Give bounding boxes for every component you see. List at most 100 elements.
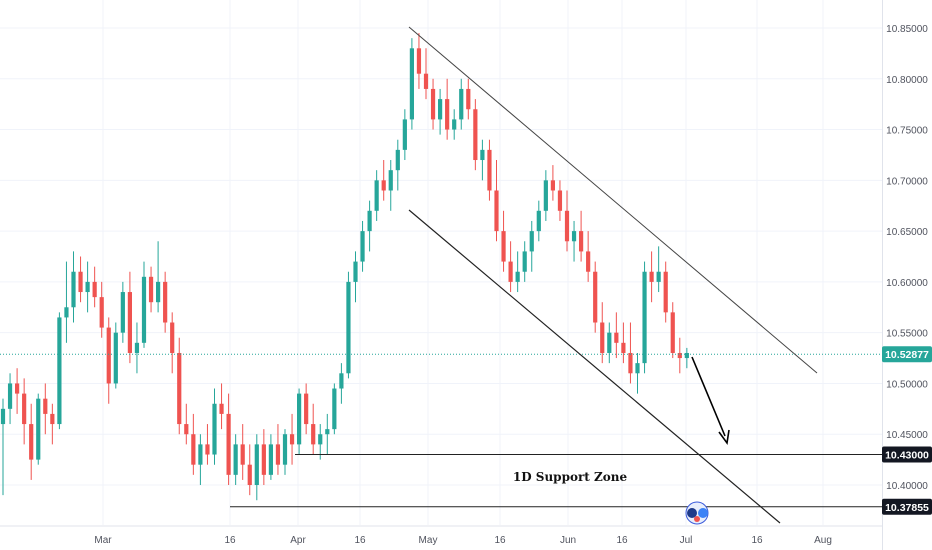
candle: [501, 210, 506, 272]
candle: [480, 139, 485, 181]
y-tick-label: 10.70000: [886, 176, 928, 187]
candle-body: [113, 332, 118, 384]
candle-body: [600, 322, 605, 353]
candle-body: [501, 231, 506, 262]
candle: [15, 368, 20, 414]
candle-body: [564, 210, 570, 242]
time-axis[interactable]: Mar 16 Apr 16 May 16 Jun 16 Jul 16 Aug: [0, 525, 882, 546]
candle: [261, 429, 266, 485]
candle: [43, 383, 48, 435]
candle-body: [311, 424, 316, 445]
candle: [564, 190, 570, 252]
candle: [593, 261, 598, 333]
candle: [191, 413, 196, 475]
candle: [642, 261, 647, 374]
candle-body: [416, 48, 422, 74]
candle: [212, 388, 217, 465]
candle: [0, 398, 6, 496]
candle-body: [282, 434, 288, 465]
candle-body: [508, 261, 513, 282]
candle-body: [57, 317, 62, 425]
candle: [395, 139, 400, 191]
candle-body: [106, 327, 111, 384]
candle: [445, 78, 450, 140]
candle: [550, 165, 555, 201]
candle: [536, 200, 541, 242]
candle-body: [212, 403, 217, 455]
candle: [134, 322, 140, 374]
y-tick-label: 10.55000: [886, 329, 928, 340]
candle-body: [381, 180, 386, 191]
candle-body: [529, 231, 534, 252]
candle: [684, 347, 689, 369]
current-price-tag: [882, 346, 932, 363]
candle-body: [628, 352, 633, 374]
candle-body: [148, 276, 154, 303]
candle-body: [339, 373, 344, 389]
candle-body: [445, 99, 450, 130]
tradingview-logo-icon: [685, 501, 709, 525]
candle-body: [141, 276, 147, 343]
candle: [141, 261, 147, 348]
candle: [22, 378, 27, 445]
drawings: 1D Support Zone: [230, 26, 882, 524]
y-tick-label: 10.65000: [886, 227, 928, 238]
candle-body: [233, 444, 238, 475]
candle: [275, 424, 281, 475]
x-tick-label: Apr: [290, 535, 306, 546]
x-tick-label: 16: [224, 535, 236, 546]
candle: [522, 241, 527, 282]
candle: [78, 256, 83, 303]
candle-body: [402, 119, 407, 150]
candle: [170, 312, 175, 374]
candle-body: [607, 332, 612, 353]
y-tick-label: 10.50000: [886, 379, 928, 390]
candle-body: [177, 352, 182, 425]
projection-arrow: [691, 356, 726, 437]
candle: [423, 48, 429, 100]
candle-body: [289, 434, 295, 445]
candle-body: [649, 271, 654, 282]
candle-body: [367, 210, 372, 232]
candle-body: [99, 297, 104, 328]
candle-body: [297, 393, 302, 445]
candle-body: [120, 292, 125, 333]
candle: [452, 109, 457, 140]
candle-body: [219, 403, 224, 414]
candle-body: [346, 281, 351, 374]
candle: [311, 403, 316, 455]
candle-body: [395, 149, 400, 171]
candle-body: [36, 398, 41, 460]
candle: [148, 266, 154, 313]
candle-body: [325, 429, 330, 435]
candle-body: [388, 170, 393, 191]
candle: [360, 220, 365, 272]
candle-body: [438, 99, 443, 120]
projection-arrowhead: [718, 429, 730, 446]
candle: [205, 424, 210, 465]
candle-body: [163, 281, 168, 323]
candle-body: [522, 251, 527, 272]
price-axis[interactable]: 10.85000 10.80000 10.75000 10.70000 10.65000…: [882, 0, 929, 550]
candle-body: [353, 261, 358, 282]
candle: [346, 271, 351, 379]
candle-body: [78, 271, 83, 293]
candle: [543, 170, 548, 221]
support-tag-upper-text: 10.43000: [885, 450, 929, 462]
candle-body: [332, 388, 337, 430]
candle: [670, 302, 675, 359]
candle: [318, 424, 323, 460]
candle: [586, 231, 591, 282]
candle: [57, 312, 62, 430]
candle: [7, 373, 13, 425]
candle: [268, 434, 273, 480]
candle: [409, 38, 414, 130]
candle: [36, 393, 41, 465]
candle-body: [684, 352, 689, 359]
candle-body: [543, 180, 548, 211]
candle-body: [423, 73, 429, 89]
candle: [282, 429, 288, 475]
candle: [416, 33, 422, 89]
candle-body: [550, 180, 555, 191]
